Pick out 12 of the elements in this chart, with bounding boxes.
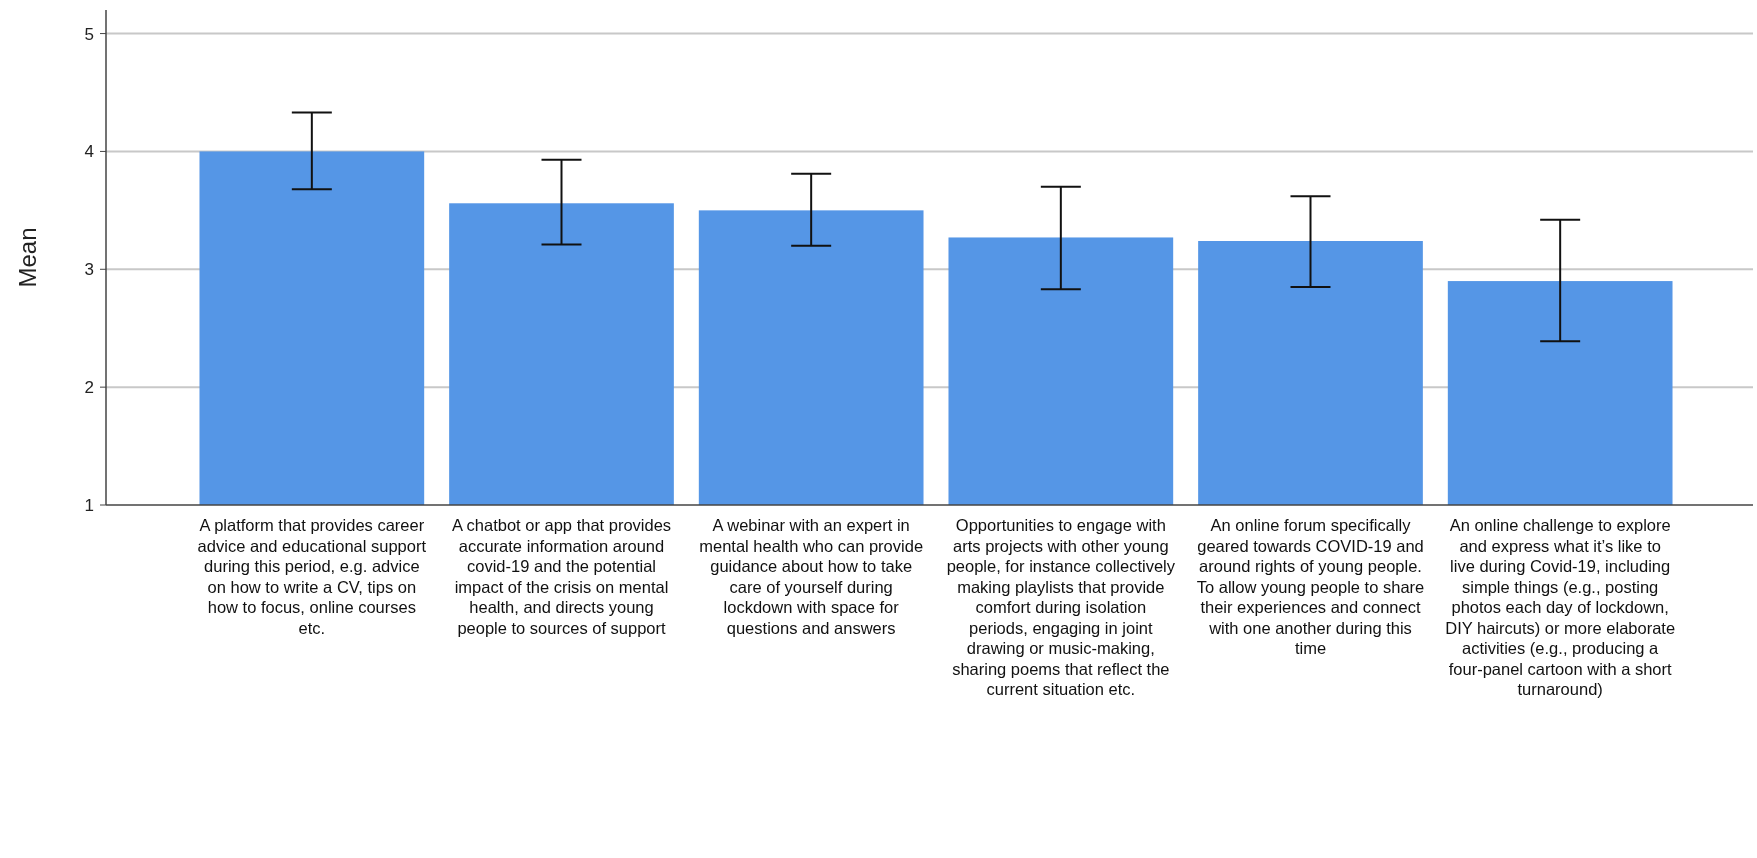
y-tick-label: 1	[84, 495, 94, 515]
x-tick-label: An online forum specifically geared towards COVID-19 and around rights of young people. To allow young people to share their experiences and connect with one another during this time	[1196, 516, 1425, 657]
y-axis-title: Mean	[14, 227, 41, 288]
y-tick-label: 2	[84, 378, 94, 398]
y-tick-label: 5	[84, 24, 94, 44]
category-label: An online challenge to explore and express what it’s like to live during Covid-19, including simple things (e.g., posting photos each day of lockdown, DIY haircuts) or more elaborate activities (e.g., producing a four-panel cartoon with a short turnaround)	[1445, 516, 1676, 698]
x-tick-label: A platform that provides career advice and educational support during this period, e.g. advice on how to write a CV, tips on how to focus, online courses etc.	[197, 516, 427, 637]
y-tick-label: 3	[84, 260, 94, 280]
x-tick-label: A webinar with an expert in mental health who can provide guidance about how to take care of yourself during lockdown with space for questions and answers	[699, 516, 924, 637]
category-label: Opportunities to engage with arts projects with other young people, for instance collectively making playlists that provide comfort during isolation periods, engaging in joint drawing or music-making, sharing poems that reflect the current situation etc.	[946, 516, 1176, 698]
x-tick-label: A chatbot or app that provides accurate information around covid-19 and the potential impact of the crisis on mental health, and directs young people to sources of support	[451, 516, 672, 637]
y-tick-label: 4	[84, 142, 94, 162]
